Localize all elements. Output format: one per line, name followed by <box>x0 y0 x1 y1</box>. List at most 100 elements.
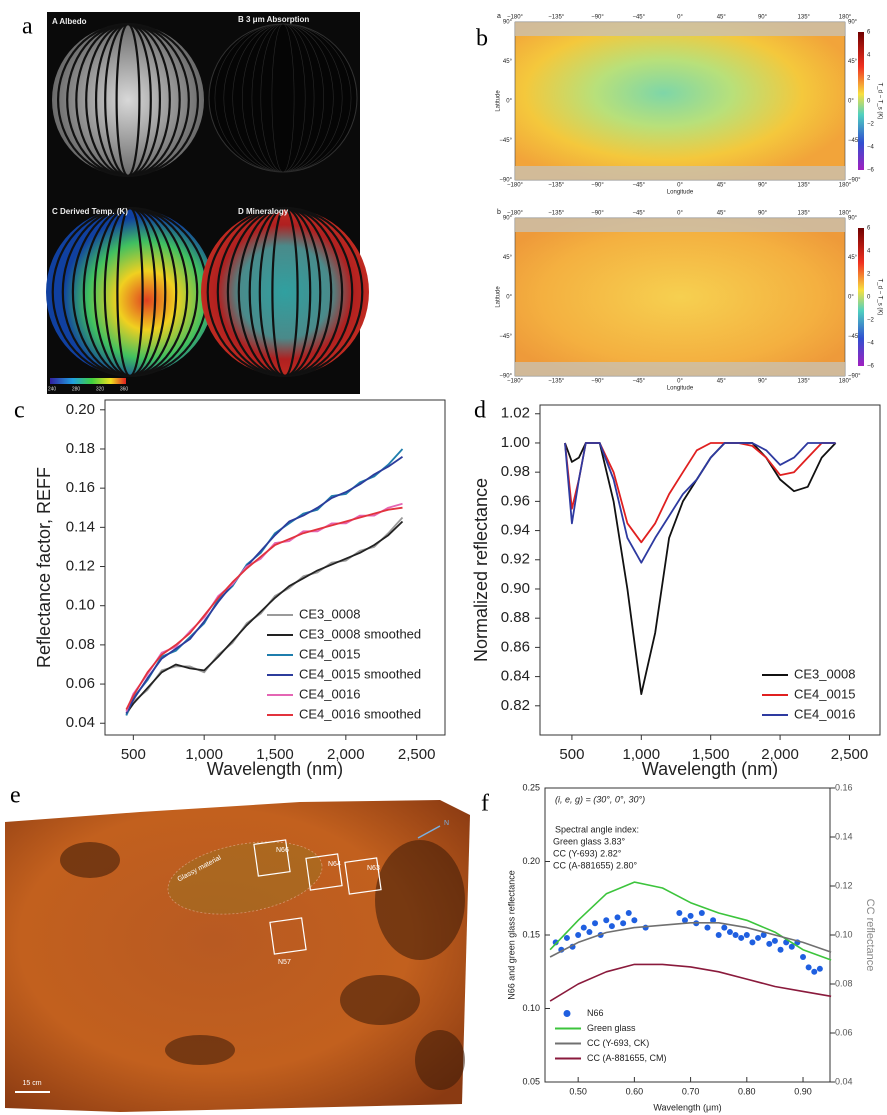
y-tick-label: 0.10 <box>66 597 95 614</box>
orbit-stripe <box>214 23 352 173</box>
axis-label: Longitude <box>667 386 694 392</box>
axis-label: Latitude <box>496 90 502 112</box>
lon-tick-label: −135° <box>548 183 565 189</box>
data-point <box>749 939 756 946</box>
lat-tick-label: −90° <box>848 374 861 380</box>
y-tick-label: 0.20 <box>522 856 540 866</box>
legend-label: CE3_0008 <box>299 606 360 621</box>
panel-label: f <box>481 791 489 817</box>
lat-tick-label: −90° <box>499 374 512 380</box>
region-label: N57 <box>278 959 291 966</box>
lon-tick-label: 45° <box>717 15 727 21</box>
lon-tick-label: 180° <box>839 379 852 385</box>
orbit-stripe <box>206 206 364 378</box>
legend-label: CE3_0008 smoothed <box>299 626 421 641</box>
colorbar <box>50 378 126 384</box>
panel-label: b <box>476 26 488 52</box>
y-tick-label: 0.16 <box>66 479 95 496</box>
region-label: N64 <box>328 861 341 868</box>
series-line <box>549 881 832 961</box>
y-axis-label: Normalized reflectance <box>471 478 491 662</box>
legend-label: CE3_0008 <box>794 666 855 681</box>
y-tick-label: 0.20 <box>66 401 95 418</box>
legend-label: CE4_0016 <box>794 706 855 721</box>
map-polar-noise <box>515 218 845 232</box>
data-point <box>625 909 632 916</box>
lon-tick-label: 45° <box>717 211 727 217</box>
lat-tick-label: 45° <box>848 255 858 261</box>
y2-tick-label: 0.08 <box>835 978 853 988</box>
map-polar-noise <box>515 362 845 376</box>
colorbar-tick-label: 0 <box>867 295 871 301</box>
series-line <box>125 506 403 710</box>
lon-tick-label: −180° <box>507 15 524 21</box>
data-point <box>704 924 711 931</box>
north-label: N <box>444 820 449 827</box>
data-point <box>687 912 694 919</box>
series-line <box>549 922 832 958</box>
lon-tick-label: 90° <box>758 211 768 217</box>
x-tick-label: 2,500 <box>831 746 869 763</box>
y-tick-label: 0.96 <box>501 492 530 509</box>
plot-frame <box>539 404 881 736</box>
lon-tick-label: −45° <box>632 211 645 217</box>
data-point <box>642 924 649 931</box>
lat-tick-label: 45° <box>848 59 858 65</box>
legend-label: CC (Y-693, CK) <box>587 1038 649 1048</box>
x-tick-label: 2,000 <box>327 746 365 763</box>
x-tick-label: 0.50 <box>569 1086 587 1096</box>
image-title: D Mineralogy <box>238 207 289 216</box>
image-title: A Albedo <box>52 17 87 26</box>
lon-tick-label: 0° <box>677 379 683 385</box>
x-tick-label: 0.60 <box>626 1086 644 1096</box>
x-axis-label: Wavelength (nm) <box>207 759 343 779</box>
data-point <box>580 924 587 931</box>
legend-label: CE4_0015 smoothed <box>299 666 421 681</box>
y-tick-label: 0.84 <box>501 668 530 685</box>
panel-label: a <box>22 14 33 40</box>
y-tick-label: 0.05 <box>522 1076 540 1086</box>
lon-tick-label: −180° <box>507 379 524 385</box>
series-line <box>125 520 404 715</box>
y-tick-label: 0.12 <box>66 557 95 574</box>
data-point <box>816 965 823 972</box>
scale-label: 15 cm <box>22 1080 41 1087</box>
series-line <box>564 442 836 564</box>
lon-tick-label: 90° <box>758 15 768 21</box>
data-point <box>811 968 818 975</box>
y-axis-label: Reflectance factor, REFF <box>34 467 54 668</box>
lat-tick-label: −90° <box>848 178 861 184</box>
y-axis-label: N66 and green glass reflectance <box>506 870 516 1000</box>
y-tick-label: 0.98 <box>501 463 530 480</box>
y-tick-label: 0.10 <box>522 1003 540 1013</box>
legend-label: CE4_0016 <box>299 686 360 701</box>
lon-tick-label: −180° <box>507 183 524 189</box>
y-tick-label: 0.86 <box>501 638 530 655</box>
lat-tick-label: −45° <box>848 138 861 144</box>
colorbar-label: T_d − T_s (K) <box>876 83 882 120</box>
colorbar-tick-label: 4 <box>867 249 871 255</box>
annotation: CC (Y-693) 2.82° <box>553 848 622 858</box>
y2-axis-label: CC reflectance <box>864 899 876 972</box>
lon-tick-label: −90° <box>591 211 604 217</box>
data-point <box>603 917 610 924</box>
legend-label: CE4_0015 <box>794 686 855 701</box>
colorbar-tick-label: −2 <box>867 122 875 128</box>
panel-label: c <box>14 398 25 424</box>
y-tick-label: 0.25 <box>522 782 540 792</box>
legend-label: CE4_0016 smoothed <box>299 706 421 721</box>
lon-tick-label: −135° <box>548 379 565 385</box>
colorbar-tick-label: 6 <box>867 226 871 232</box>
legend-label: CE4_0015 <box>299 646 360 661</box>
y-tick-label: 1.02 <box>501 405 530 422</box>
y-tick-label: 0.04 <box>66 714 95 731</box>
y-tick-label: 0.06 <box>66 675 95 692</box>
image-title: B 3 μm Absorption <box>238 15 309 24</box>
colorbar-tick-label: 280 <box>72 386 81 392</box>
y2-tick-label: 0.14 <box>835 831 853 841</box>
region-box <box>344 857 382 895</box>
map-polar-noise <box>515 166 845 180</box>
x-tick-label: 2,500 <box>398 746 436 763</box>
axis-label: Latitude <box>496 286 502 308</box>
